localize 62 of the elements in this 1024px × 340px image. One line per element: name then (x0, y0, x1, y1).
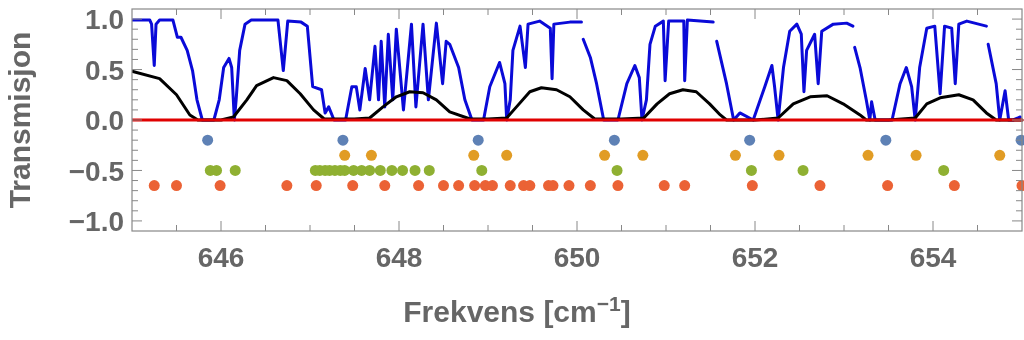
point (229, 164, 241, 176)
point (365, 149, 377, 161)
point (797, 164, 809, 176)
point (862, 149, 874, 161)
point (386, 164, 398, 176)
y-tick-label: −1.0 (68, 205, 124, 237)
point (476, 164, 488, 176)
point (637, 149, 649, 161)
point (501, 149, 513, 161)
x-tick-label: 648 (375, 242, 423, 273)
point (994, 149, 1006, 161)
point (423, 164, 435, 176)
point (337, 134, 349, 146)
point (746, 180, 758, 192)
point (611, 164, 623, 176)
point (453, 180, 465, 192)
point (171, 180, 182, 192)
y-tick-label: 0.0 (85, 105, 124, 137)
point (374, 164, 386, 176)
x-tick-label: 646 (197, 242, 245, 273)
point (938, 164, 950, 176)
point (679, 180, 691, 192)
point (397, 164, 409, 176)
x-axis-title: Frekvens [cm$^{−1}$] (403, 291, 631, 328)
point (814, 180, 826, 192)
point (504, 180, 516, 192)
point (744, 134, 756, 146)
point (472, 134, 484, 146)
point (409, 164, 421, 176)
x-tick-label: 654 (909, 242, 957, 273)
point (729, 149, 741, 161)
point (379, 180, 391, 192)
point (612, 180, 624, 192)
point (745, 164, 757, 176)
point (882, 180, 894, 192)
point (214, 180, 226, 192)
point (310, 180, 322, 192)
point (584, 180, 596, 192)
point (910, 149, 922, 161)
point (773, 149, 785, 161)
x-tick-label: 650 (553, 242, 601, 273)
point (202, 134, 214, 146)
point (339, 149, 351, 161)
point (148, 180, 160, 192)
point (608, 134, 620, 146)
point (948, 180, 960, 192)
point (468, 149, 480, 161)
y-tick-label: 1.0 (85, 4, 124, 36)
point (413, 180, 425, 192)
point (658, 180, 670, 192)
y-axis-title: Transmisjon (3, 31, 36, 209)
point (880, 134, 892, 146)
x-tick-label: 652 (731, 242, 779, 273)
y-tick-label: 0.5 (85, 54, 124, 86)
point (563, 180, 575, 192)
point (281, 180, 293, 192)
point (599, 149, 611, 161)
point (469, 180, 481, 192)
y-tick-label: −0.5 (68, 155, 124, 187)
point (364, 164, 376, 176)
point (438, 180, 449, 192)
point (347, 180, 359, 192)
